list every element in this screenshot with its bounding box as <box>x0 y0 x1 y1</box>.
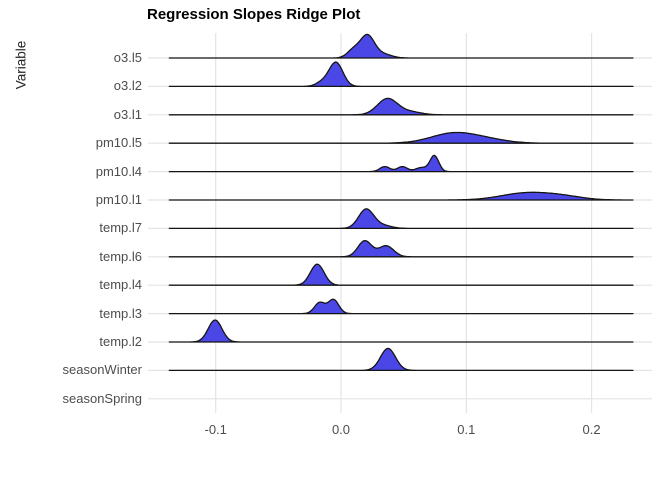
chart-title: Regression Slopes Ridge Plot <box>147 6 361 23</box>
y-tick-label-seasonWinter: seasonWinter <box>62 362 142 378</box>
y-tick-label-pm10.l1: pm10.l1 <box>95 192 142 207</box>
ridge-o3.l5 <box>168 33 634 59</box>
y-tick-label-pm10.l4: pm10.l4 <box>95 163 142 179</box>
x-tick-label-0.0: 0.0 <box>331 422 351 437</box>
y-tick-label-pm10.l5: pm10.l5 <box>95 135 142 151</box>
y-tick-label-seasonSpring: seasonSpring <box>62 390 143 406</box>
y-tick-label-temp.l7: temp.l7 <box>99 220 142 236</box>
ridge-temp.l2 <box>168 319 634 343</box>
y-tick-label-o3.l5: o3.l5 <box>113 50 142 65</box>
y-tick-label-temp.l3: temp.l3 <box>99 305 142 321</box>
ridge-o3.l2 <box>168 61 634 88</box>
ridge-temp.l3 <box>168 298 634 315</box>
ridge-temp.l4 <box>168 263 634 286</box>
ridge-pm10.l4 <box>168 154 634 173</box>
y-tick-label-o3.l1: o3.l1 <box>113 106 142 122</box>
y-tick-label-temp.l6: temp.l6 <box>99 248 142 264</box>
ridge-temp.l7 <box>168 208 634 230</box>
x-tick-label--0.1: -0.1 <box>204 422 227 437</box>
x-tick-label-0.2: 0.2 <box>582 422 601 437</box>
ridge-pm10.l5 <box>168 131 634 144</box>
ridge-pm10.l1 <box>168 191 634 201</box>
ridge-temp.l6 <box>168 239 634 258</box>
y-tick-label-temp.l4: temp.l4 <box>99 277 142 293</box>
x-tick-label-0.1: 0.1 <box>457 422 476 437</box>
ridge-seasonWinter <box>168 347 634 372</box>
y-tick-label-o3.l2: o3.l2 <box>113 78 142 94</box>
y-tick-label-temp.l2: temp.l2 <box>99 334 142 349</box>
ridge-o3.l1 <box>168 97 634 116</box>
